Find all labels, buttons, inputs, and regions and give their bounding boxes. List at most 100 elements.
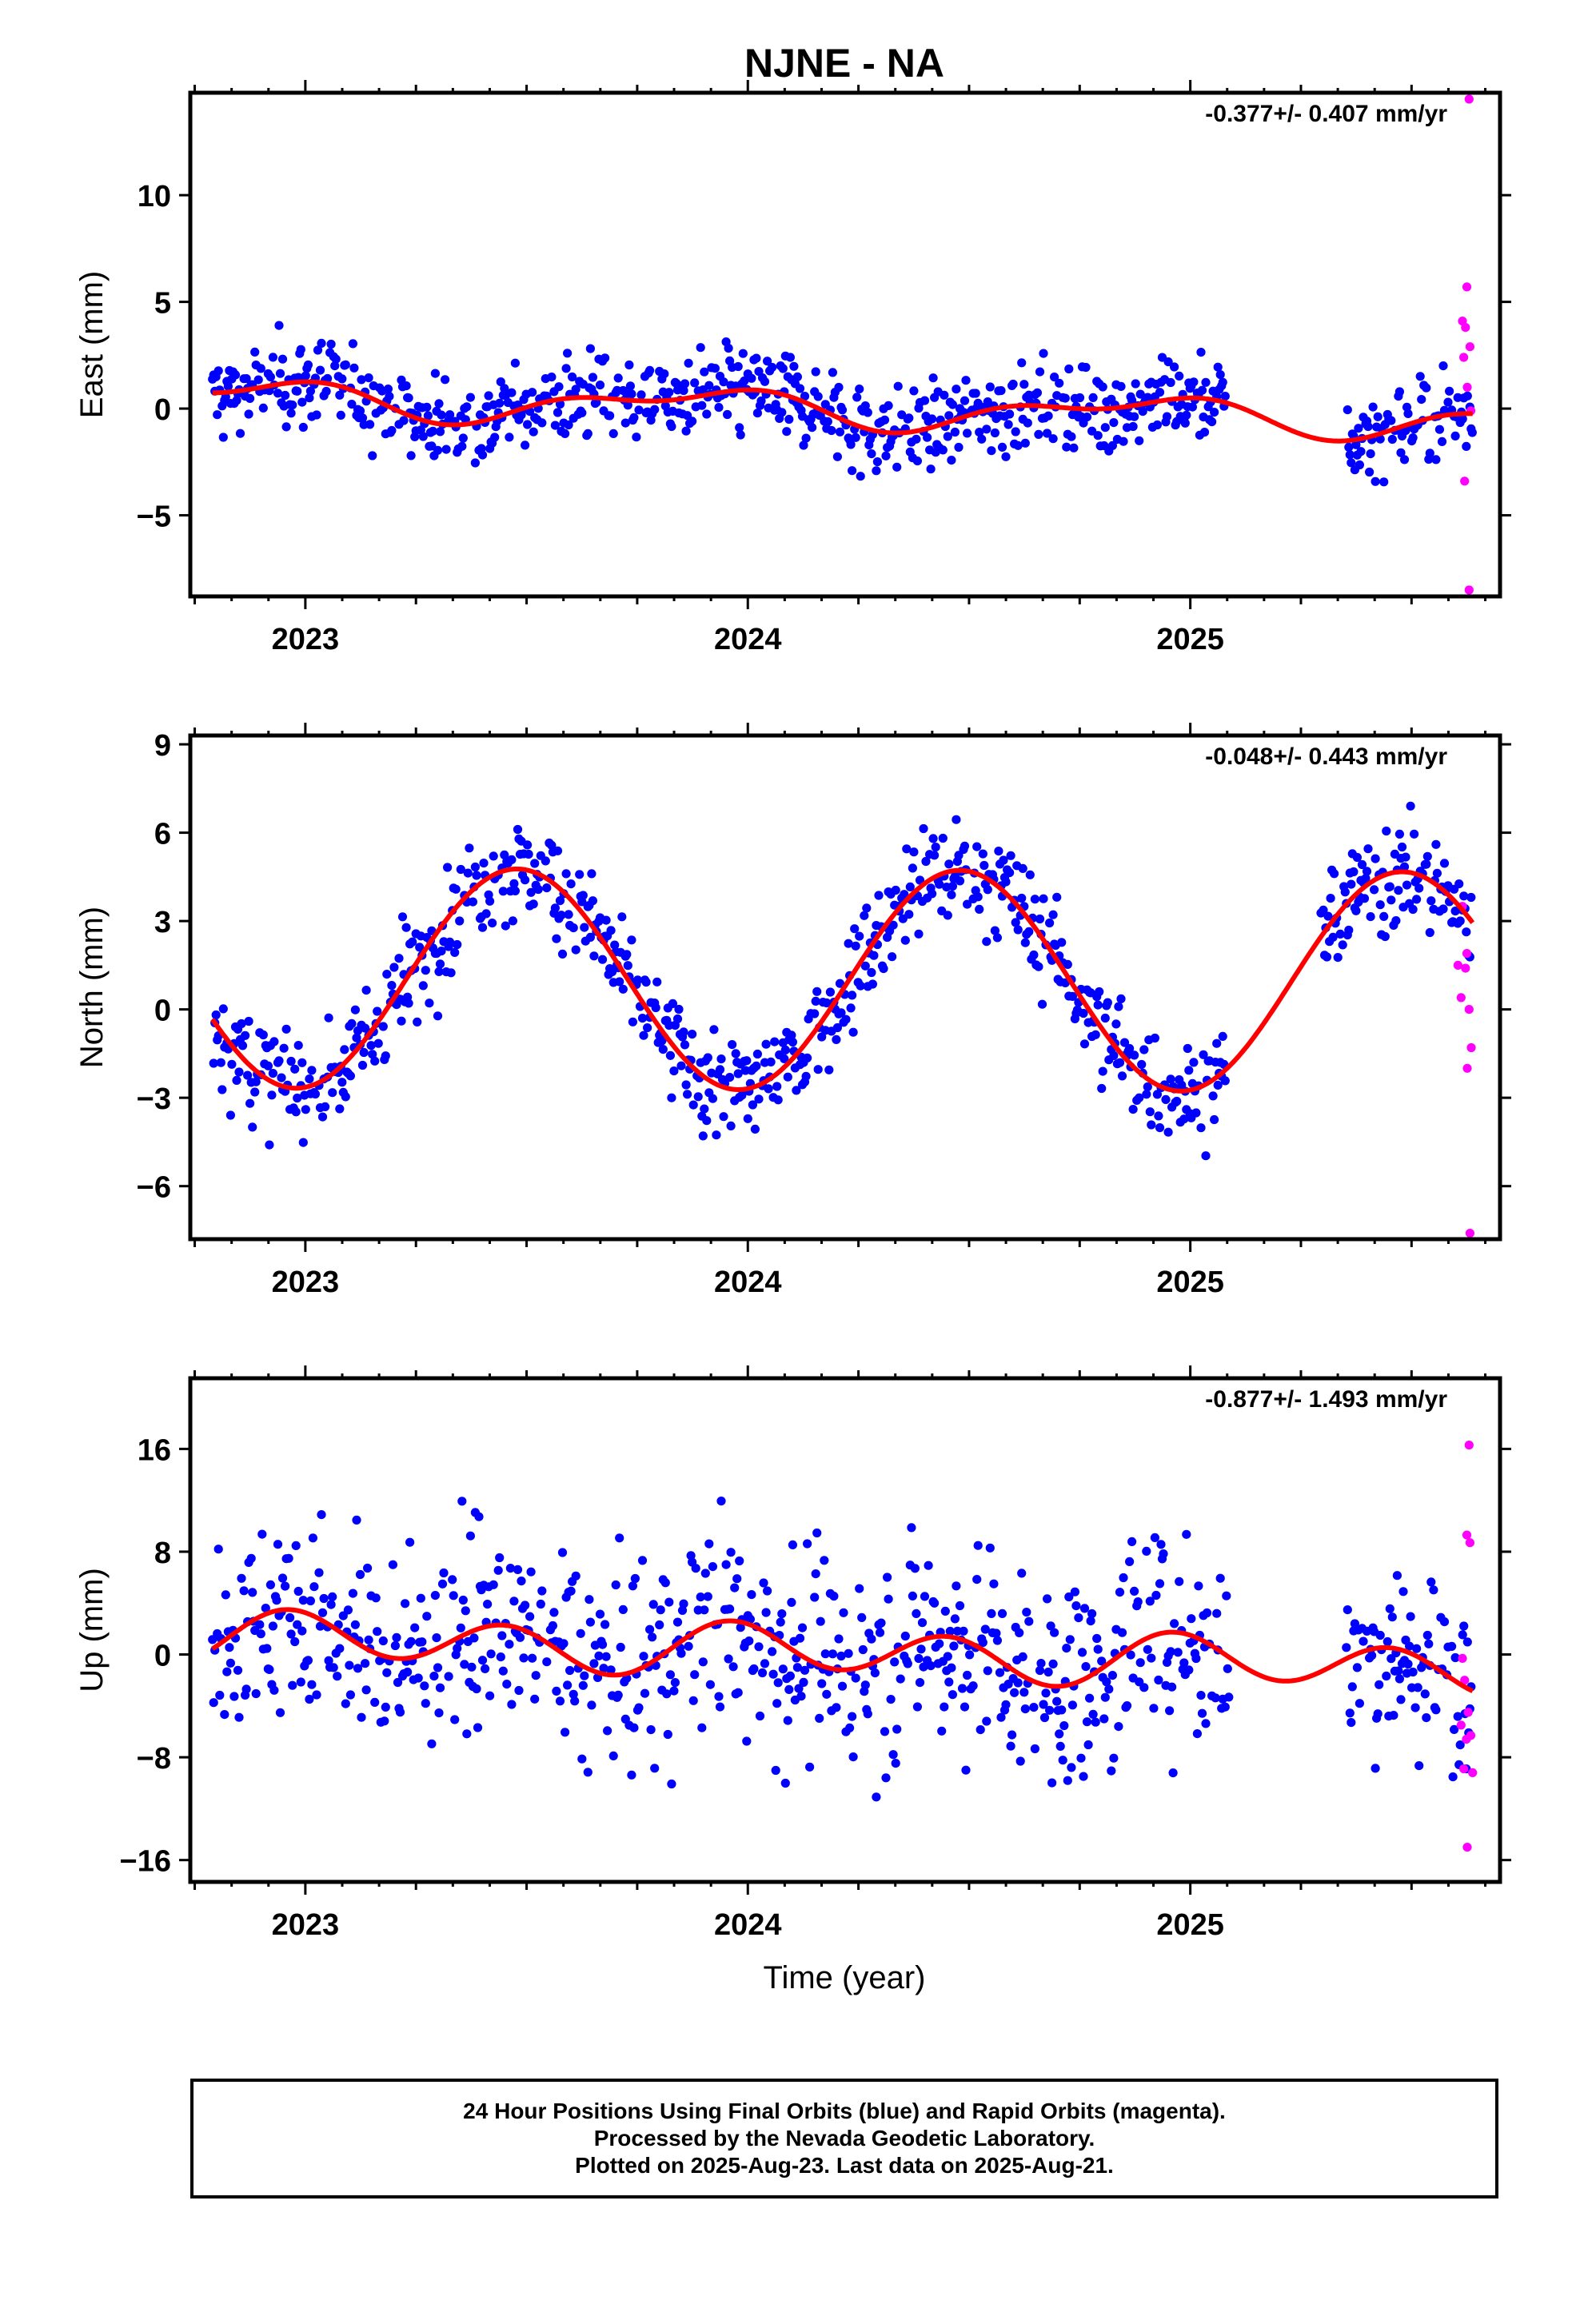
final-orbit-point [862, 903, 872, 913]
final-orbit-point [453, 1644, 462, 1653]
final-orbit-point [608, 1751, 618, 1760]
final-orbit-point [912, 456, 922, 466]
final-orbit-point [852, 393, 862, 402]
final-orbit-point [1100, 1013, 1110, 1023]
final-orbit-point [839, 1608, 848, 1617]
final-orbit-point [209, 1698, 218, 1708]
final-orbit-point [269, 1037, 279, 1046]
final-orbit-point [703, 1592, 712, 1601]
final-orbit-point [1065, 1635, 1075, 1644]
final-orbit-point [1467, 428, 1477, 437]
final-orbit-point [1220, 1702, 1230, 1712]
final-orbit-point [1462, 441, 1471, 452]
final-orbit-point [237, 1573, 246, 1583]
final-orbit-point [569, 923, 578, 933]
final-orbit-point [580, 1671, 589, 1680]
final-orbit-point [613, 373, 623, 383]
final-orbit-point [1184, 1066, 1194, 1075]
final-orbit-point [938, 445, 948, 455]
final-orbit-point [688, 1030, 697, 1039]
final-orbit-point [935, 1639, 944, 1648]
final-orbit-point [637, 1014, 648, 1023]
final-orbit-point [493, 1565, 503, 1575]
final-orbit-point [1079, 1039, 1090, 1049]
final-orbit-point [243, 1070, 253, 1080]
final-orbit-point [1175, 1577, 1184, 1586]
final-orbit-point [1399, 862, 1410, 871]
final-orbit-point [1340, 887, 1350, 897]
final-orbit-point [1003, 420, 1013, 429]
final-orbit-point [465, 393, 476, 402]
rapid-orbit-point [1464, 1005, 1474, 1015]
final-orbit-point [636, 390, 646, 400]
final-orbit-point [684, 1641, 693, 1651]
final-orbit-point [489, 851, 498, 861]
x-tick-label: 2025 [1156, 1908, 1224, 1942]
y-axis-label-up: Up (mm) [74, 1568, 110, 1692]
final-orbit-point [669, 1066, 679, 1076]
final-orbit-point [225, 1110, 235, 1120]
final-orbit-point [217, 1085, 227, 1094]
final-orbit-point [1459, 1621, 1469, 1631]
final-orbit-point [948, 882, 957, 891]
final-orbit-point [665, 1050, 676, 1060]
final-orbit-point [272, 1596, 281, 1605]
final-orbit-point [594, 1651, 604, 1660]
final-orbit-point [1375, 1680, 1384, 1689]
rapid-orbit-point [1464, 585, 1474, 595]
final-orbit-point [550, 421, 561, 430]
final-orbit-point [557, 949, 568, 959]
final-orbit-point [740, 376, 749, 386]
final-orbit-point [777, 1609, 787, 1619]
final-orbit-point [848, 1027, 858, 1037]
final-orbit-point [293, 1586, 303, 1597]
final-orbit-point [1088, 1709, 1098, 1719]
final-orbit-point [570, 1696, 580, 1706]
final-orbit-point [736, 1623, 745, 1632]
final-orbit-point [528, 1653, 537, 1663]
final-orbit-point [1187, 402, 1197, 412]
final-orbit-point [1414, 1761, 1424, 1771]
final-orbit-point [1399, 455, 1410, 464]
final-orbit-point [634, 1703, 644, 1712]
final-orbit-point [680, 379, 690, 389]
final-orbit-point [317, 1608, 328, 1617]
final-orbit-point [1149, 1704, 1159, 1713]
final-orbit-point [1220, 392, 1230, 401]
final-orbit-point [943, 432, 952, 441]
final-orbit-point [566, 1586, 576, 1596]
y-tick-label: 0 [154, 995, 171, 1028]
rapid-orbit-point [1456, 1720, 1466, 1730]
final-orbit-point [405, 1537, 415, 1547]
final-orbit-point [265, 1580, 275, 1589]
final-orbit-point [437, 947, 446, 956]
final-orbit-point [555, 1696, 565, 1706]
final-orbit-point [1156, 1540, 1166, 1549]
final-orbit-point [465, 843, 474, 853]
final-orbit-point [995, 1668, 1005, 1677]
final-orbit-point [1319, 905, 1328, 915]
final-orbit-point [996, 1712, 1006, 1722]
final-orbit-point [340, 1045, 349, 1054]
final-orbit-point [1432, 868, 1442, 878]
final-orbit-point [1403, 1659, 1413, 1669]
final-orbit-point [1117, 1071, 1127, 1081]
final-orbit-point [848, 466, 857, 476]
final-orbit-point [748, 1100, 758, 1110]
final-orbit-point [1104, 1684, 1114, 1694]
final-orbit-point [1191, 1653, 1201, 1664]
final-orbit-point [1351, 440, 1361, 449]
final-orbit-point [448, 1575, 457, 1585]
plot-area-east [190, 93, 1500, 596]
final-orbit-point [333, 1672, 342, 1681]
final-orbit-point [324, 1656, 333, 1665]
final-orbit-point [601, 915, 611, 925]
final-orbit-point [268, 353, 277, 362]
final-orbit-point [564, 910, 573, 919]
final-orbit-point [1394, 829, 1404, 839]
final-orbit-point [509, 1597, 519, 1606]
final-orbit-point [615, 977, 624, 987]
final-orbit-point [1218, 1031, 1227, 1041]
rapid-orbit-point [1456, 993, 1466, 1003]
